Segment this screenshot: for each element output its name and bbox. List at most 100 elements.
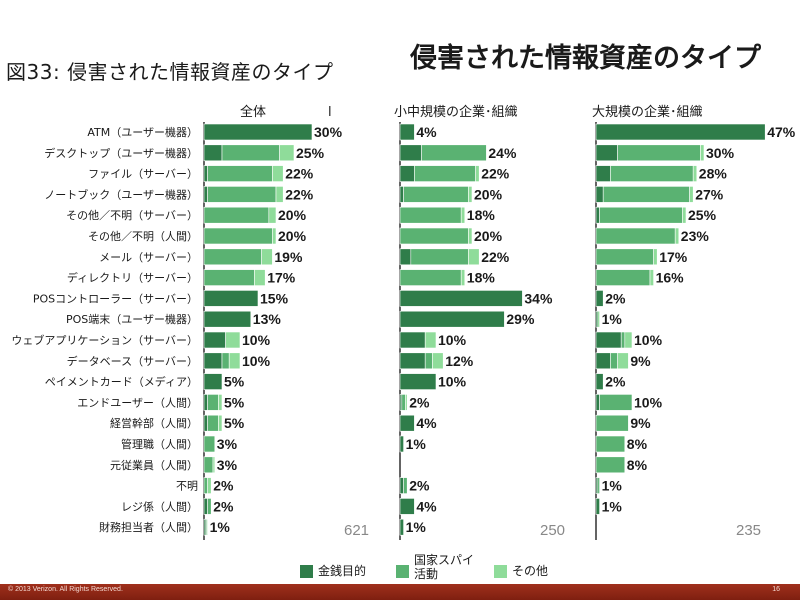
data-label: 10% (242, 353, 271, 369)
bar-segment-financial (203, 352, 223, 370)
bar-segment-financial (399, 186, 404, 203)
bar-segment-financial (399, 144, 422, 162)
data-label: 10% (634, 394, 663, 410)
legend-label-espionage: 国家スパイ 活動 (414, 553, 474, 581)
bar-segment-other (689, 186, 694, 203)
data-label: 10% (634, 332, 663, 348)
category-label: 財務担当者（人間） (99, 520, 198, 534)
bar-segment-financial (399, 414, 415, 432)
bar-segment-espionage (595, 248, 654, 266)
category-label: 経営幹部（人間） (110, 416, 198, 430)
bar-segment-espionage (401, 394, 406, 411)
bar-segment-espionage (203, 248, 262, 266)
bar-segment-other (617, 352, 629, 370)
data-label: 9% (630, 353, 651, 369)
bar-segment-financial (595, 165, 611, 182)
bar-segment-financial (399, 165, 415, 182)
category-label: ファイル（サーバー） (88, 168, 198, 181)
data-label: 28% (699, 166, 728, 182)
sample-total: 250 (540, 522, 565, 539)
bar-segment-espionage (221, 352, 230, 370)
data-label: 1% (602, 478, 623, 494)
bar-segment-espionage (403, 477, 408, 494)
bar-segment-espionage (410, 248, 469, 266)
data-label: 1% (602, 498, 623, 514)
data-label: 22% (285, 186, 314, 202)
panel-title: 大規模の企業･組織 (592, 104, 703, 120)
legend-swatch-other (494, 565, 507, 578)
legend-swatch-espionage (396, 565, 409, 578)
bar-segment-financial (203, 414, 208, 432)
bar-segment-espionage (595, 435, 626, 453)
bar-segment-espionage (424, 352, 433, 370)
bar-segment-financial (203, 186, 208, 203)
bar-segment-financial (595, 352, 611, 370)
bar-segment-espionage (599, 206, 683, 224)
bar-segment-other (692, 165, 698, 182)
category-label: エンドユーザー（人間） (77, 396, 198, 409)
data-label: 30% (706, 145, 735, 161)
data-label: 2% (213, 498, 234, 514)
bar-segment-espionage (203, 456, 214, 474)
bar-segment-financial (203, 394, 208, 411)
sample-total: 235 (736, 522, 761, 539)
bar-segment-espionage (414, 165, 476, 182)
category-label: 元従業員（人間） (110, 459, 198, 472)
category-label: POSコントローラー（サーバー） (33, 292, 198, 305)
bar-segment-financial (399, 373, 437, 390)
bar-segment-espionage (620, 331, 626, 349)
bar-segment-espionage (203, 206, 270, 224)
data-label: 22% (481, 249, 510, 265)
legend-label-financial: 金銭目的 (318, 564, 366, 578)
bar-segment-financial (595, 144, 618, 162)
bar-segment-other (475, 165, 480, 182)
data-label: 23% (681, 228, 710, 244)
data-label: 22% (285, 166, 314, 182)
data-label: 19% (274, 249, 303, 265)
category-label: メール（サーバー） (99, 251, 198, 264)
category-label: レジ係（人間） (121, 500, 198, 513)
bar-segment-other (432, 352, 444, 370)
bar-segment-financial (595, 373, 604, 390)
data-label: 10% (438, 374, 467, 390)
data-label: 17% (659, 249, 688, 265)
data-label: 12% (445, 353, 474, 369)
category-label: 管理職（人間） (121, 437, 198, 451)
bar-segment-espionage (203, 269, 255, 286)
bar-segment-other (460, 269, 466, 286)
data-label: 47% (767, 124, 796, 140)
data-label: 5% (224, 415, 245, 431)
data-label: 1% (210, 519, 231, 535)
page-number: 16 (772, 586, 780, 593)
data-label: 2% (213, 478, 234, 494)
data-label: 5% (224, 394, 245, 410)
category-label: ディレクトリ（サーバー） (67, 271, 198, 285)
bar-segment-financial (399, 123, 415, 141)
data-label: 22% (481, 166, 510, 182)
bar-segment-other (674, 227, 680, 245)
bar-segment-other (700, 144, 705, 162)
legend-label-line: 国家スパイ (414, 553, 475, 567)
bar-segment-other (468, 227, 473, 245)
bar-segment-espionage (595, 269, 651, 286)
bar-segment-espionage (421, 144, 487, 162)
bar-segment-other (268, 206, 277, 224)
legend-label-line: その他 (512, 564, 549, 578)
bar-segment-financial (203, 123, 313, 141)
sample-total: 621 (344, 522, 369, 539)
bar-segment-financial (595, 206, 600, 224)
bar-segment-other (218, 414, 223, 432)
bar-segment-other (272, 227, 277, 245)
bar-segment-financial (399, 498, 415, 515)
bar-segment-financial (203, 165, 208, 182)
bar-segment-espionage (617, 144, 701, 162)
category-label: ノートブック（ユーザー機器） (44, 187, 198, 201)
bar-segment-financial (399, 310, 505, 328)
bar-segment-financial (399, 352, 426, 370)
data-label: 20% (474, 186, 503, 202)
bar-segment-financial (203, 310, 252, 328)
data-label: 10% (242, 332, 271, 348)
panel-title: 小中規模の企業･組織 (394, 104, 518, 120)
data-label: 17% (267, 270, 296, 286)
